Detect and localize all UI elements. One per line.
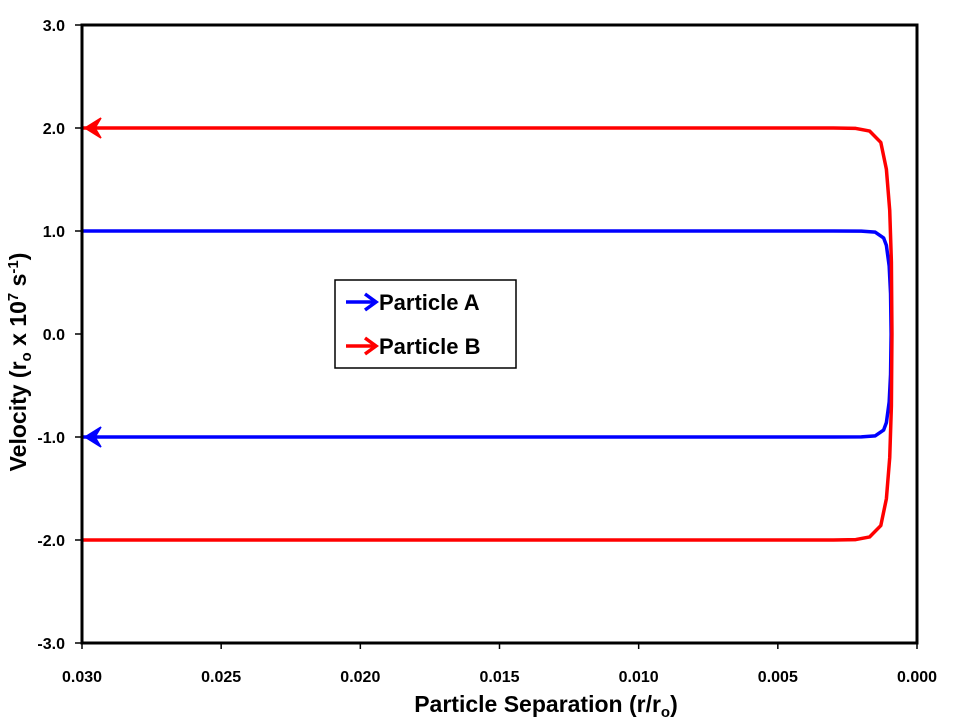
- y-tick-label: -1.0: [37, 430, 65, 447]
- y-tick-label: -3.0: [37, 636, 65, 653]
- y-tick-label: 1.0: [43, 224, 65, 241]
- y-tick-label: -2.0: [37, 533, 65, 550]
- plot-frame: [80, 23, 919, 645]
- arrowhead-icon: [83, 117, 102, 139]
- legend-item-particle-a: Particle A: [346, 290, 480, 315]
- x-tick-label: 0.025: [201, 669, 241, 686]
- x-tick-label: 0.000: [897, 669, 937, 686]
- legend-label-a: Particle A: [379, 290, 480, 315]
- legend-item-particle-b: Particle B: [346, 334, 481, 359]
- axes: 0.030 0.025 0.020 0.015 0.010 0.005 0.000 3.0 2.…: [37, 18, 937, 686]
- arrowhead-icon: [83, 426, 102, 448]
- series-line-b: [82, 126, 894, 542]
- y-tick-label: 2.0: [43, 121, 65, 138]
- x-tick-label: 0.030: [62, 669, 102, 686]
- series-layer: [82, 117, 894, 542]
- legend: Particle A Particle B: [334, 279, 517, 369]
- x-tick-label: 0.010: [619, 669, 659, 686]
- x-tick-label: 0.020: [340, 669, 380, 686]
- y-tick-label: 3.0: [43, 18, 65, 35]
- y-tick-label: 0.0: [43, 327, 65, 344]
- legend-label-b: Particle B: [379, 334, 481, 359]
- x-tick-label: 0.015: [479, 669, 519, 686]
- x-axis-title: Particle Separation (r/ro): [414, 691, 678, 720]
- y-axis-title: Velocity (ro x 107 s-1): [5, 253, 35, 472]
- x-tick-label: 0.005: [758, 669, 798, 686]
